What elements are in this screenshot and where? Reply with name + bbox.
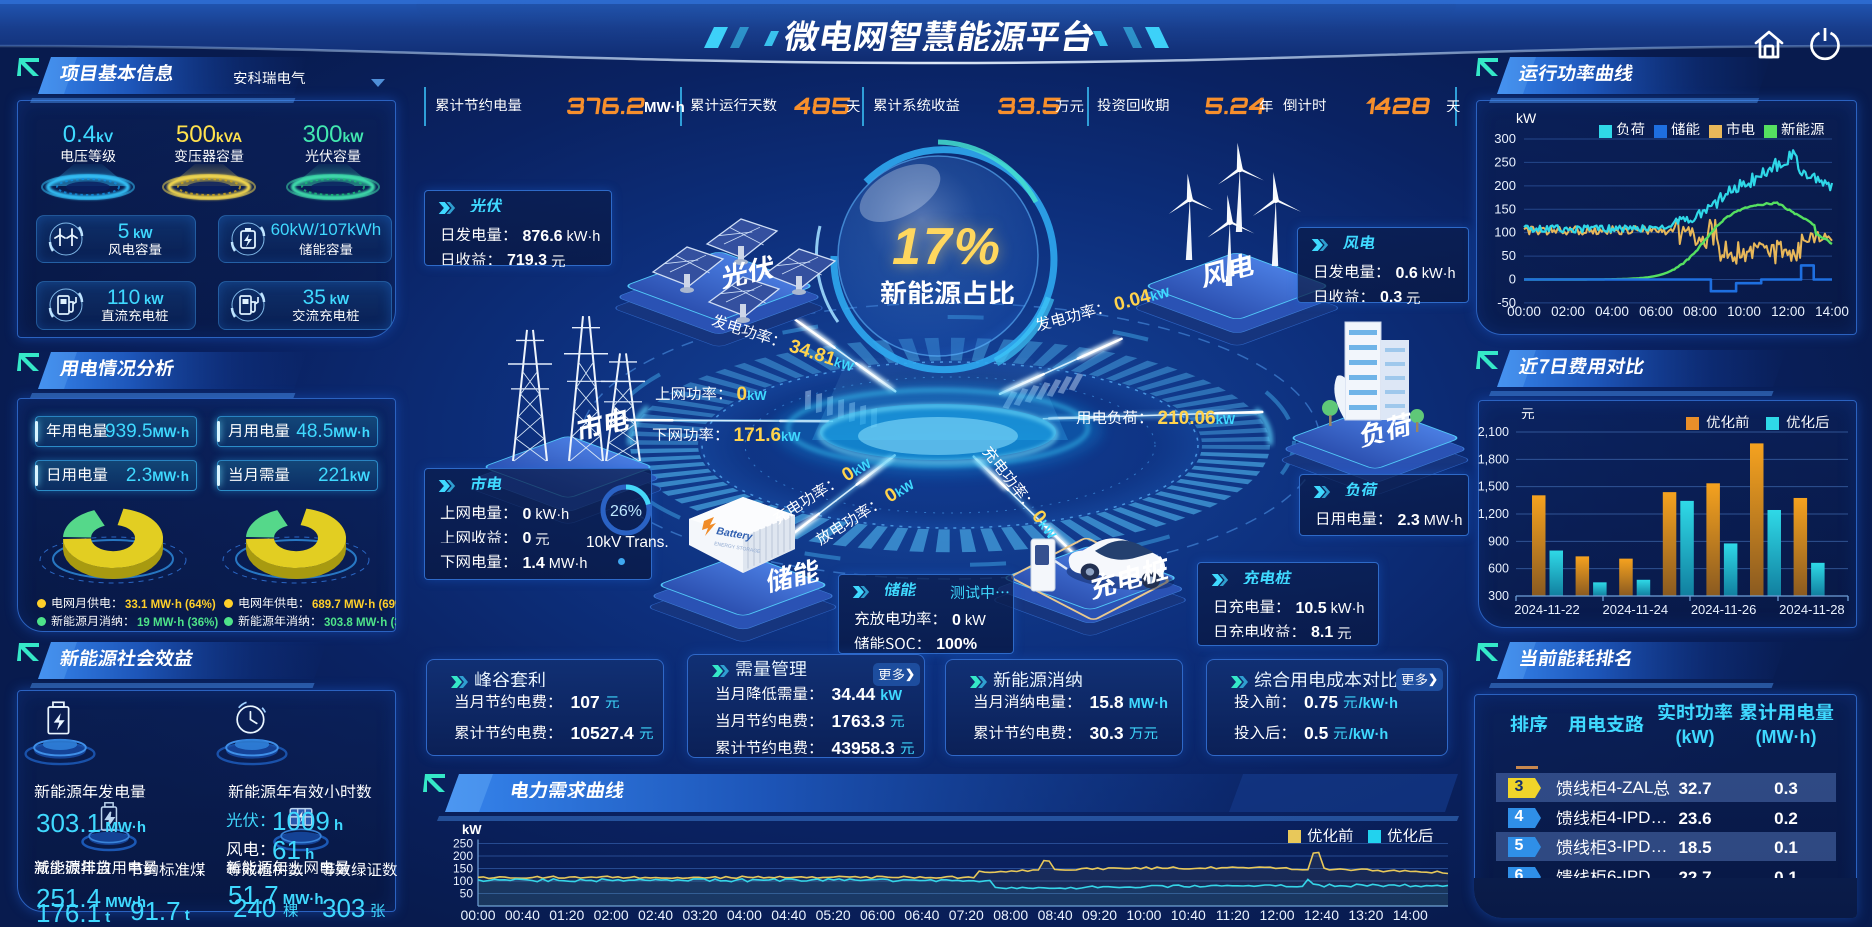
svg-text:00:40: 00:40 <box>505 907 540 923</box>
svg-text:02:00: 02:00 <box>1551 304 1585 319</box>
svg-text:150: 150 <box>1494 201 1516 216</box>
svg-text:1,200: 1,200 <box>1478 507 1509 521</box>
svg-text:250: 250 <box>1494 154 1516 169</box>
svg-text:2024-11-28: 2024-11-28 <box>1779 602 1845 617</box>
svg-text:200: 200 <box>1494 178 1516 193</box>
svg-text:0: 0 <box>1509 272 1516 287</box>
svg-text:00:00: 00:00 <box>460 907 495 923</box>
svg-text:01:20: 01:20 <box>549 907 584 923</box>
svg-text:12:40: 12:40 <box>1304 907 1339 923</box>
svg-text:12:00: 12:00 <box>1771 304 1805 319</box>
svg-text:2,100: 2,100 <box>1478 425 1509 439</box>
svg-text:10:00: 10:00 <box>1727 304 1761 319</box>
svg-text:200: 200 <box>453 849 473 863</box>
svg-text:06:40: 06:40 <box>904 907 939 923</box>
svg-text:06:00: 06:00 <box>1639 304 1673 319</box>
svg-text:04:00: 04:00 <box>727 907 762 923</box>
svg-text:2024-11-26: 2024-11-26 <box>1691 602 1757 617</box>
svg-text:09:20: 09:20 <box>1082 907 1117 923</box>
svg-text:11:20: 11:20 <box>1216 907 1250 923</box>
svg-text:14:00: 14:00 <box>1393 907 1428 923</box>
svg-text:14:00: 14:00 <box>1815 304 1849 319</box>
svg-text:600: 600 <box>1488 562 1509 576</box>
svg-text:900: 900 <box>1488 534 1509 548</box>
svg-text:2024-11-22: 2024-11-22 <box>1514 602 1580 617</box>
svg-text:100: 100 <box>453 874 473 888</box>
svg-text:50: 50 <box>460 887 474 901</box>
svg-text:06:00: 06:00 <box>860 907 895 923</box>
svg-text:50: 50 <box>1502 248 1516 263</box>
svg-text:1,500: 1,500 <box>1478 480 1509 494</box>
svg-text:150: 150 <box>453 862 473 876</box>
svg-text:12:00: 12:00 <box>1260 907 1295 923</box>
svg-text:02:00: 02:00 <box>594 907 629 923</box>
svg-text:04:00: 04:00 <box>1595 304 1629 319</box>
svg-text:07:20: 07:20 <box>949 907 984 923</box>
svg-text:08:00: 08:00 <box>1683 304 1717 319</box>
svg-text:04:40: 04:40 <box>771 907 806 923</box>
svg-text:03:20: 03:20 <box>682 907 717 923</box>
svg-text:08:40: 08:40 <box>1038 907 1073 923</box>
svg-text:08:00: 08:00 <box>993 907 1028 923</box>
svg-text:05:20: 05:20 <box>816 907 851 923</box>
svg-text:250: 250 <box>453 837 473 851</box>
svg-text:1,800: 1,800 <box>1478 452 1509 466</box>
svg-text:100: 100 <box>1494 225 1516 240</box>
svg-text:02:40: 02:40 <box>638 907 673 923</box>
svg-text:-50: -50 <box>1497 295 1516 310</box>
svg-text:2024-11-24: 2024-11-24 <box>1603 602 1669 617</box>
svg-text:300: 300 <box>1488 589 1509 603</box>
svg-text:10:00: 10:00 <box>1126 907 1161 923</box>
svg-text:10:40: 10:40 <box>1171 907 1206 923</box>
svg-text:26%: 26% <box>610 503 642 520</box>
svg-text:13:20: 13:20 <box>1348 907 1383 923</box>
svg-text:00:00: 00:00 <box>1507 304 1541 319</box>
svg-text:300: 300 <box>1494 131 1516 146</box>
